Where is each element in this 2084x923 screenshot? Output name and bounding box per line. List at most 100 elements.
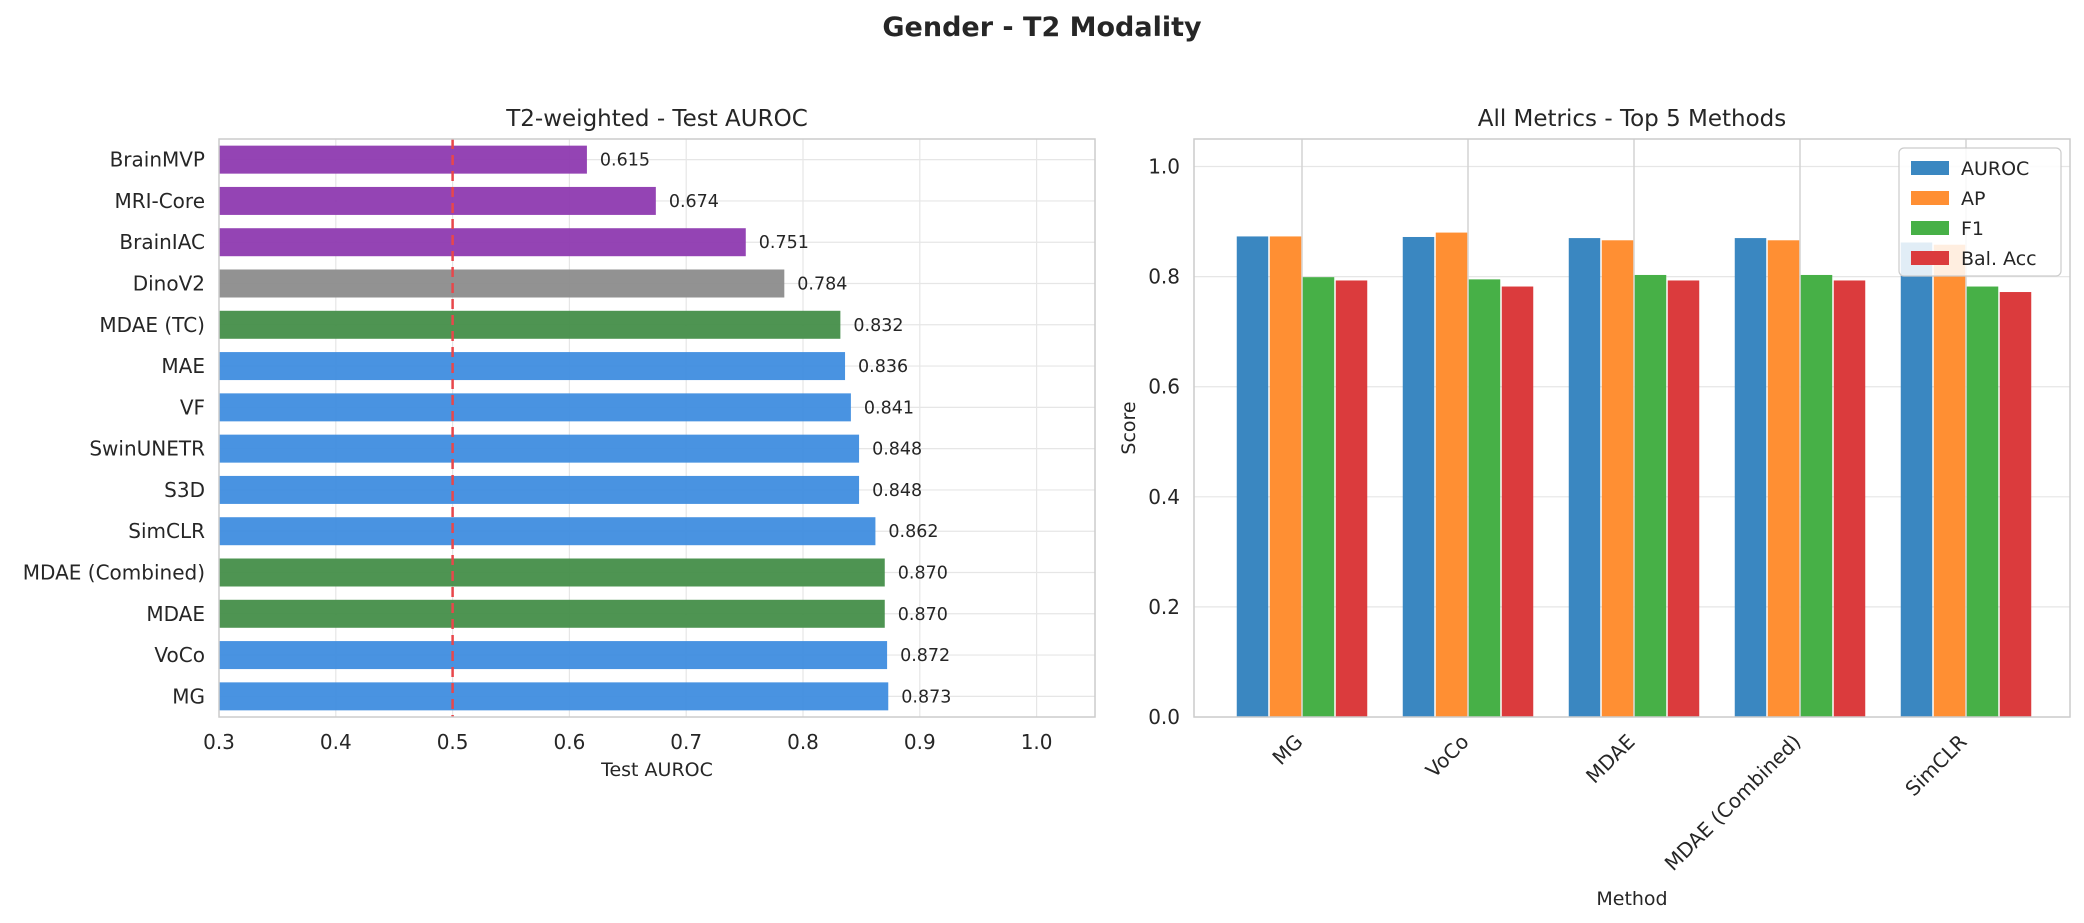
x-tick-label: VoCo (1421, 730, 1474, 783)
y-tick-label: 0.8 (1148, 265, 1180, 289)
left-chart-title: T2-weighted - Test AUROC (505, 106, 808, 132)
bar-brainmvp (219, 145, 587, 174)
right-panel-metrics-chart: 0.0 0.2 0.4 0.6 0.8 1.0 MG VoCo MDAE MDAE (Combin… (1118, 106, 2071, 910)
value-label: 0.836 (858, 357, 908, 377)
bar-s3d (219, 475, 860, 504)
x-tick-label: MDAE (1581, 730, 1639, 788)
value-label: 0.870 (898, 564, 948, 584)
bar-f1-simclr (1966, 286, 1999, 717)
y-tick-label: BrainMVP (110, 148, 205, 172)
bar-auroc-mdae (1568, 238, 1601, 718)
bar-vf (219, 393, 851, 422)
bar-auroc-voco (1402, 236, 1435, 718)
x-tick-label: 0.8 (787, 730, 819, 754)
bar-ap-voco (1435, 232, 1468, 718)
y-tick-label: MAE (161, 354, 205, 378)
y-tick-label: VoCo (154, 643, 205, 667)
y-tick-label: 1.0 (1148, 155, 1180, 179)
bar-swinunetr (219, 434, 860, 463)
legend-swatch-f1 (1911, 221, 1949, 235)
bar-ap-simclr (1933, 244, 1966, 718)
bar-mg (219, 682, 889, 711)
legend-label: AUROC (1961, 158, 2029, 180)
value-label: 0.751 (759, 233, 809, 253)
x-tick-label: SimCLR (1900, 730, 1971, 801)
bar-mae (219, 352, 846, 381)
legend-box (1898, 147, 2062, 277)
y-tick-label: SwinUNETR (89, 437, 205, 461)
bar-auroc-simclr (1900, 242, 1933, 718)
y-tick-label: 0.4 (1148, 485, 1180, 509)
value-label: 0.848 (872, 481, 922, 501)
y-tick-label: MDAE (146, 602, 205, 626)
bar-dinov2 (219, 269, 785, 298)
x-tick-label: 0.7 (670, 730, 702, 754)
x-tick-label: 0.4 (320, 730, 352, 754)
bar-f1-mdae (1634, 274, 1667, 717)
value-label: 0.615 (600, 151, 650, 171)
x-axis-label: Test AUROC (600, 759, 713, 781)
bar-ap-mdae (1601, 240, 1634, 718)
value-label: 0.832 (853, 316, 903, 336)
y-tick-label: MDAE (Combined) (23, 561, 205, 585)
x-tick-label: 0.5 (437, 730, 469, 754)
x-tick-label: MG (1267, 730, 1307, 770)
bar-auroc-mg (1236, 236, 1269, 718)
x-tick-label: 0.6 (553, 730, 585, 754)
bar-bal-acc-mdae (1667, 280, 1700, 717)
bar-f1-mg (1302, 277, 1335, 717)
x-tick-label: 0.9 (904, 730, 936, 754)
right-chart-title: All Metrics - Top 5 Methods (1478, 106, 1787, 132)
bar-ap-mdae-combined- (1767, 240, 1800, 718)
bar-brainiac (219, 228, 746, 257)
x-tick-label: 1.0 (1021, 730, 1053, 754)
bar-bal-acc-mdae-combined- (1833, 280, 1866, 717)
legend-label: AP (1961, 188, 1985, 210)
bar-mdae (219, 599, 885, 628)
bar-mri-core (219, 186, 656, 215)
bar-simclr (219, 517, 876, 546)
figure-title: Gender - T2 Modality (882, 12, 1202, 43)
value-label: 0.848 (872, 440, 922, 460)
value-label: 0.674 (669, 192, 719, 212)
legend-label: Bal. Acc (1961, 248, 2037, 270)
legend-swatch-ap (1911, 191, 1949, 205)
value-label: 0.873 (901, 687, 951, 707)
legend-swatch-auroc (1911, 161, 1949, 175)
y-tick-label: DinoV2 (133, 272, 205, 296)
legend-swatch-bal-acc (1911, 251, 1949, 265)
y-tick-label: VF (180, 395, 205, 419)
y-tick-label: BrainIAC (119, 230, 205, 254)
bar-ap-mg (1269, 236, 1302, 718)
y-tick-label: S3D (164, 478, 205, 502)
bar-f1-mdae-combined- (1800, 274, 1833, 717)
left-panel-auroc-chart: 0.3 0.4 0.5 0.6 0.7 0.8 0.9 1.0 MG 0.873 VoCo 0.872… (23, 106, 1096, 781)
bar-voco (219, 641, 888, 670)
x-axis-label: Method (1596, 888, 1667, 910)
legend-label: F1 (1961, 218, 1984, 240)
bar-bal-acc-simclr (1999, 292, 2032, 717)
y-tick-label: MG (172, 684, 205, 708)
bar-bal-acc-mg (1335, 280, 1368, 717)
right-plot-frame (1193, 138, 2071, 718)
value-label: 0.870 (898, 605, 948, 625)
x-tick-label: 0.3 (203, 730, 235, 754)
value-label: 0.862 (888, 522, 938, 542)
y-tick-label: SimCLR (128, 519, 205, 543)
value-label: 0.784 (797, 275, 847, 295)
y-tick-label: 0.6 (1148, 375, 1180, 399)
bar-auroc-mdae-combined- (1734, 238, 1767, 718)
left-plot-frame (218, 138, 1096, 718)
bar-mdae-combined- (219, 558, 885, 587)
y-tick-label: MDAE (TC) (99, 313, 205, 337)
x-tick-label: MDAE (Combined) (1660, 730, 1806, 876)
value-label: 0.872 (900, 646, 950, 666)
bar-mdae-tc- (219, 310, 841, 339)
y-tick-label: 0.2 (1148, 595, 1180, 619)
value-label: 0.841 (864, 398, 914, 418)
y-tick-label: 0.0 (1148, 705, 1180, 729)
y-tick-label: MRI-Core (114, 189, 205, 213)
bar-f1-voco (1468, 279, 1501, 717)
bar-bal-acc-voco (1501, 286, 1534, 717)
